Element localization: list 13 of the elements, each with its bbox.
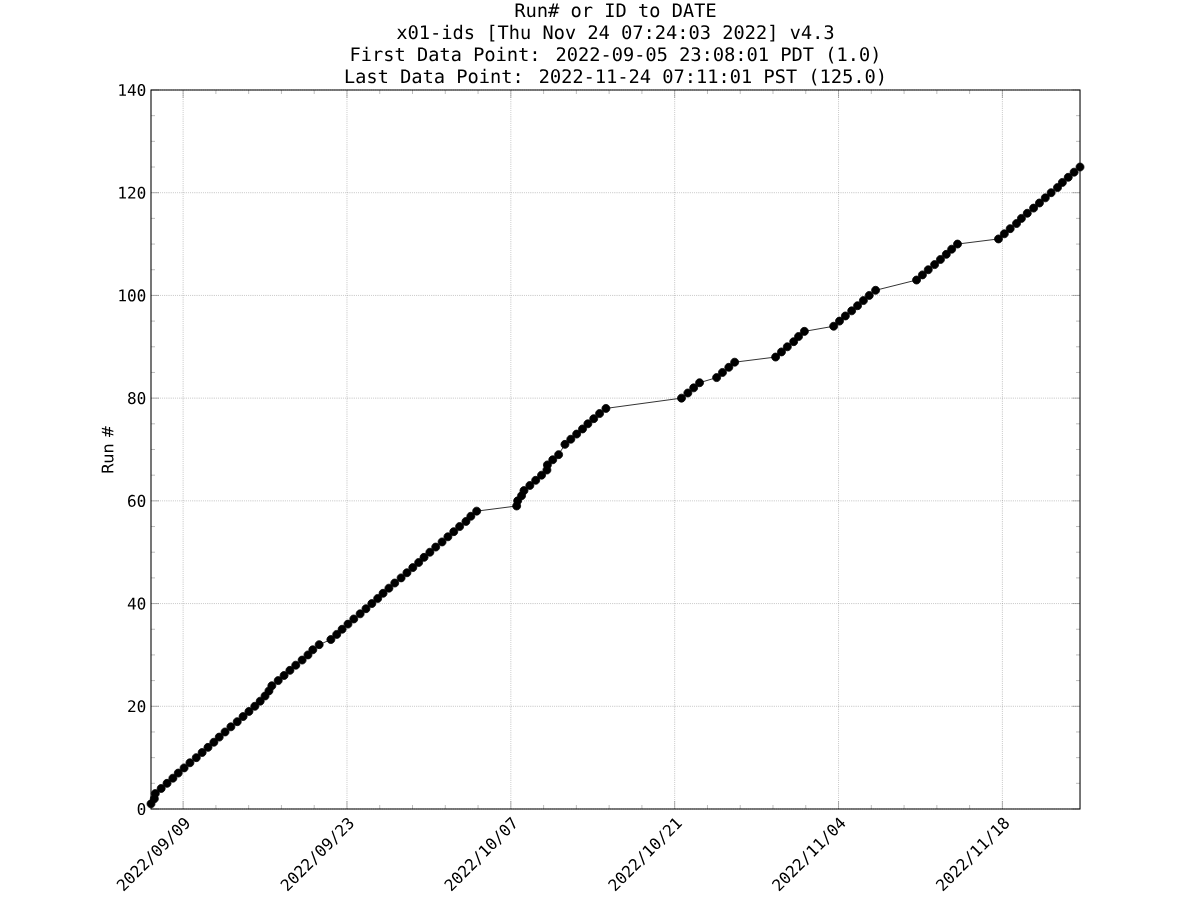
- y-tick-label: 0: [137, 802, 146, 816]
- y-tick-label: 20: [128, 700, 146, 713]
- text: First Data Point: 2022-09-05 23:08:01 PDT (1.0): [351, 46, 878, 64]
- text: Last Data Point: 2022-11-24 07:11:01 PST (125.0): [345, 68, 884, 86]
- chart-title: Run# or ID to DATE: [515, 3, 716, 18]
- y-tick-label: 60: [128, 494, 146, 507]
- y-tick-label: 120: [119, 186, 146, 199]
- y-tick-label: 40: [127, 597, 146, 610]
- chart-subtitle: x01-ids [Thu Nov 24 07:24:03 2022] v4.3: [397, 24, 834, 42]
- y-axis-title: Run #: [101, 426, 114, 473]
- y-tick-label: 80: [128, 392, 146, 405]
- y-tick-label: 100: [119, 289, 146, 302]
- y-tick-label: 140: [119, 83, 146, 97]
